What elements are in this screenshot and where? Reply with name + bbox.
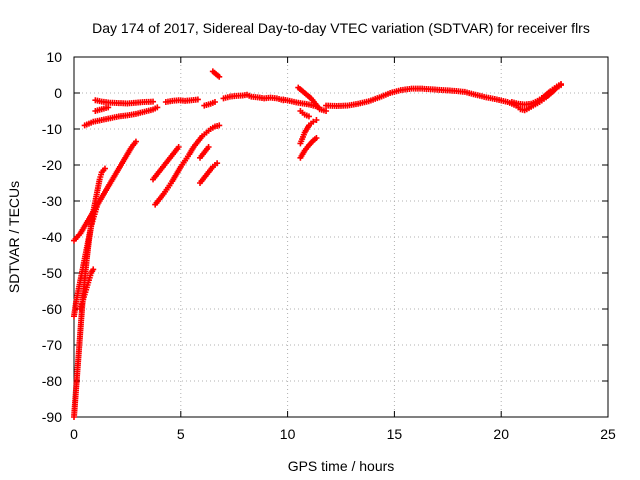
data-point xyxy=(558,81,565,87)
y-tick-label: -90 xyxy=(42,409,62,425)
data-point xyxy=(310,118,317,125)
data-point xyxy=(175,144,182,150)
data-point xyxy=(323,108,330,114)
series-s10 xyxy=(197,160,221,186)
y-tick-label: -10 xyxy=(42,121,62,137)
x-tick-label: 20 xyxy=(493,426,509,442)
series-s5 xyxy=(81,104,161,129)
x-tick-label: 15 xyxy=(387,426,403,442)
data-point xyxy=(150,98,157,105)
series-s17 xyxy=(295,84,330,114)
series-s8 xyxy=(152,122,223,208)
data-points xyxy=(71,68,565,420)
series-s6 xyxy=(92,104,112,114)
data-point xyxy=(205,144,212,150)
y-tick-label: 0 xyxy=(54,85,62,101)
data-point xyxy=(211,99,218,105)
y-axis-label: SDTVAR / TECUs xyxy=(6,181,22,293)
y-tick-label: -30 xyxy=(42,193,62,209)
x-tick-label: 25 xyxy=(600,426,616,442)
x-tick-label: 5 xyxy=(177,426,185,442)
y-tick-label: -80 xyxy=(42,373,62,389)
series-s12 xyxy=(162,96,201,105)
series-s15 xyxy=(220,91,287,104)
series-s13 xyxy=(201,99,218,109)
series-s3 xyxy=(77,266,97,312)
data-point xyxy=(101,165,108,172)
data-point xyxy=(90,266,97,273)
data-point xyxy=(216,122,223,129)
y-tick-label: -50 xyxy=(42,265,62,281)
series-s21 xyxy=(323,82,565,114)
data-point xyxy=(305,113,312,120)
data-point xyxy=(216,73,223,80)
series-s7 xyxy=(92,97,157,107)
data-point xyxy=(194,96,201,103)
x-axis-label: GPS time / hours xyxy=(288,458,395,474)
series-s14 xyxy=(209,68,223,80)
grid-lines xyxy=(74,57,608,417)
x-tick-label: 0 xyxy=(70,426,78,442)
data-point xyxy=(313,117,320,123)
series-s11 xyxy=(197,144,212,161)
data-point xyxy=(313,135,320,141)
series-s22 xyxy=(508,81,565,108)
data-point xyxy=(214,160,221,167)
chart-title: Day 174 of 2017, Sidereal Day-to-day VTE… xyxy=(92,20,590,36)
y-tick-label: 10 xyxy=(46,49,62,65)
series-s2 xyxy=(71,201,101,320)
y-tick-label: -70 xyxy=(42,337,62,353)
y-tick-label: -20 xyxy=(42,157,62,173)
data-point xyxy=(154,104,161,111)
series-s9 xyxy=(150,144,182,183)
x-tick-label: 10 xyxy=(280,426,296,442)
series-s4 xyxy=(71,138,139,244)
axis-ticks: 0 5 10 15 20 25 10 0 -10 -20 -30 -40 -50 -60 -70 -80 -90 xyxy=(42,49,616,442)
y-tick-label: -60 xyxy=(42,301,62,317)
series-s19 xyxy=(297,117,320,147)
data-point xyxy=(132,138,139,145)
series-s18 xyxy=(297,108,312,120)
series-s20 xyxy=(297,135,320,161)
y-tick-label: -40 xyxy=(42,229,62,245)
